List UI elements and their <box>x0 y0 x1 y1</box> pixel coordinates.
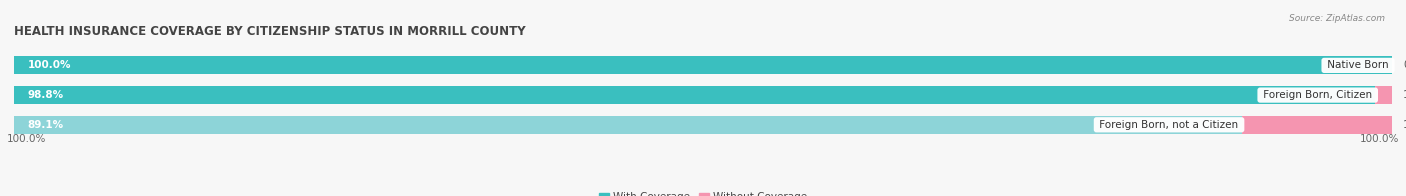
Text: 100.0%: 100.0% <box>7 134 46 144</box>
Text: Native Born: Native Born <box>1324 60 1392 70</box>
Bar <box>14 86 1392 104</box>
Text: HEALTH INSURANCE COVERAGE BY CITIZENSHIP STATUS IN MORRILL COUNTY: HEALTH INSURANCE COVERAGE BY CITIZENSHIP… <box>14 25 526 38</box>
Text: 0.0%: 0.0% <box>1403 60 1406 70</box>
Legend: With Coverage, Without Coverage: With Coverage, Without Coverage <box>595 188 811 196</box>
Text: 98.8%: 98.8% <box>28 90 63 100</box>
Bar <box>14 56 1392 74</box>
Text: 100.0%: 100.0% <box>1360 134 1399 144</box>
Text: Source: ZipAtlas.com: Source: ZipAtlas.com <box>1289 14 1385 23</box>
Text: 100.0%: 100.0% <box>28 60 72 70</box>
Bar <box>14 116 1392 134</box>
Bar <box>14 56 1392 74</box>
Bar <box>1241 116 1392 134</box>
Bar <box>14 116 1241 134</box>
Bar <box>14 86 1375 104</box>
Bar <box>1375 86 1392 104</box>
Text: 1.2%: 1.2% <box>1403 90 1406 100</box>
Text: Foreign Born, Citizen: Foreign Born, Citizen <box>1260 90 1375 100</box>
Text: 89.1%: 89.1% <box>28 120 63 130</box>
Text: Foreign Born, not a Citizen: Foreign Born, not a Citizen <box>1097 120 1241 130</box>
Text: 10.9%: 10.9% <box>1403 120 1406 130</box>
